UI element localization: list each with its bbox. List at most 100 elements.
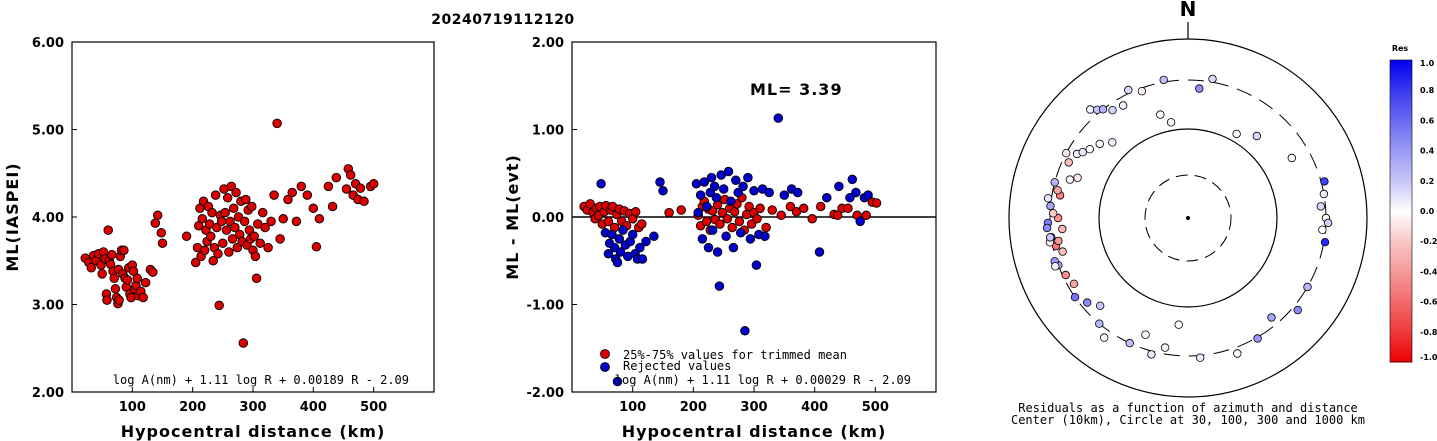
azimuth-point: [1048, 209, 1058, 218]
data-point: [230, 222, 240, 233]
data-point: [706, 172, 717, 183]
circle-30km: [1144, 174, 1232, 262]
data-point: [612, 257, 623, 268]
data-point: [752, 214, 762, 224]
colorbar-tick-label: 1.0: [1420, 59, 1435, 68]
data-point: [157, 238, 168, 248]
data-point: [735, 228, 746, 238]
data-point: [834, 181, 844, 192]
data-point: [731, 175, 741, 186]
figure-title: 20240719112120: [431, 12, 574, 28]
plot-frame-1: [71, 41, 435, 393]
data-points-1: [80, 118, 379, 348]
data-point: [855, 216, 865, 227]
azimuth-point: [1086, 105, 1095, 114]
azimuth-point: [1073, 173, 1082, 182]
data-point: [114, 295, 124, 305]
data-point: [220, 207, 230, 218]
colorbar-segment: [1390, 180, 1412, 212]
y-axis-label-2: ML - ML(evt): [503, 154, 522, 280]
data-point: [278, 214, 288, 224]
data-point: [222, 193, 233, 203]
colorbar-tick-label: -0.4: [1420, 267, 1437, 276]
data-point: [199, 245, 210, 256]
azimuth-point: [1058, 224, 1067, 234]
colorbar-segment: [1390, 301, 1412, 333]
data-point: [773, 113, 784, 123]
data-point: [738, 181, 748, 192]
data-point: [711, 192, 722, 203]
legend-marker-trimmed: [600, 349, 610, 359]
colorbar-tick-label: 0.6: [1420, 116, 1435, 125]
data-point: [213, 249, 223, 259]
y-tick-label: 3.00: [32, 299, 64, 314]
colorbar-segment: [1390, 90, 1412, 121]
x-tick-label: 500: [862, 400, 889, 415]
azimuth-point: [1095, 301, 1105, 310]
data-point: [257, 207, 268, 218]
panel-residual-vs-distance: 100 200 300 400 500 -2.00 -1.00 0.00 1.00 2.00 Hy…: [503, 36, 937, 441]
data-point: [871, 198, 882, 208]
data-point: [255, 238, 265, 248]
azimuth-point: [1125, 338, 1134, 348]
azimuth-point: [1195, 84, 1204, 93]
data-point: [693, 207, 703, 218]
azimuth-point: [1050, 178, 1059, 187]
data-point: [287, 187, 297, 198]
colorbar: Res 1.0 0.8 0.6 0.4 0.2 0.0 -0.2 -0.4 -0.6 -0.8 -1…: [1389, 44, 1437, 363]
azimuth-point: [1267, 313, 1276, 322]
data-point: [238, 338, 249, 348]
y-tick-label: 6.00: [32, 36, 64, 51]
data-point: [323, 181, 334, 192]
azimuth-point: [1098, 105, 1108, 114]
azimuth-point: [1051, 262, 1060, 271]
data-point: [743, 172, 753, 183]
data-points-3: [1042, 74, 1333, 362]
data-point: [612, 376, 623, 387]
data-point: [122, 275, 133, 285]
data-point: [726, 196, 736, 207]
azimuth-point: [1118, 101, 1128, 110]
x-axis-label-1: Hypocentral distance (km): [121, 422, 386, 441]
data-point: [232, 242, 243, 253]
azimuth-point: [1061, 148, 1071, 158]
data-point: [291, 216, 302, 227]
data-point: [148, 267, 158, 277]
panel-ml-vs-distance: 100 200 300 400 500 2.00 3.00 4.00 5.00 6.00 Hypo…: [3, 36, 435, 441]
azimuth-point: [1320, 237, 1330, 247]
data-point: [734, 216, 745, 227]
data-point: [359, 196, 369, 207]
azimuth-point: [1085, 144, 1094, 154]
data-point: [603, 216, 614, 227]
data-point: [607, 229, 617, 240]
azimuth-point: [1318, 225, 1327, 234]
azimuth-point: [1141, 330, 1150, 339]
data-point: [247, 201, 257, 212]
data-point: [751, 260, 762, 270]
data-point: [618, 225, 628, 235]
x-tick-label: 300: [740, 400, 767, 415]
data-point: [691, 179, 702, 189]
data-point: [761, 222, 771, 233]
data-point: [715, 219, 725, 229]
data-points-2: [579, 113, 882, 387]
azimuth-point: [1232, 129, 1241, 139]
data-point: [637, 254, 648, 264]
azimuth-point: [1253, 334, 1262, 343]
data-point: [847, 174, 858, 185]
azimuth-point: [1156, 110, 1165, 119]
azimuth-point: [1159, 75, 1168, 85]
data-point: [861, 210, 871, 221]
data-point: [664, 207, 674, 218]
data-point: [208, 256, 218, 266]
data-point: [851, 187, 861, 198]
data-point: [863, 190, 873, 200]
y-tick-label: -2.00: [527, 386, 564, 401]
data-point: [355, 183, 366, 193]
data-point: [728, 242, 739, 253]
colorbar-tick-label: 0.4: [1420, 147, 1435, 156]
data-point: [226, 181, 237, 192]
data-point: [707, 225, 718, 235]
colorbar-tick-label: -0.6: [1420, 298, 1437, 307]
colorbar-segment: [1390, 120, 1412, 152]
